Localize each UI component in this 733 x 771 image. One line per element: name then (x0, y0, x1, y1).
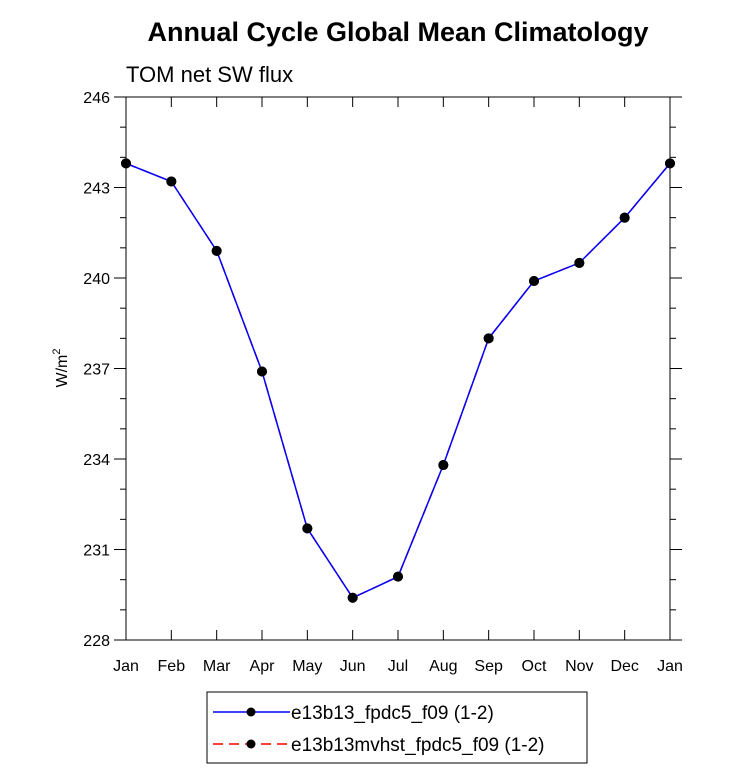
y-tick-label: 228 (83, 633, 110, 650)
legend-marker-series-2 (246, 739, 256, 749)
legend-label-series-2: e13b13mvhst_fpdc5_f09 (1-2) (291, 735, 545, 756)
x-tick-label: Oct (522, 658, 547, 675)
y-tick-label: 237 (83, 362, 110, 379)
x-tick-label: Jan (113, 658, 139, 675)
y-tick-label: 246 (83, 90, 110, 107)
axis-ticks: Jan Feb Mar Apr May Jun Jul Aug Sep Oct Nov Dec Jan2… (83, 90, 683, 675)
series-2-point (211, 245, 222, 256)
x-tick-label: Dec (610, 658, 638, 675)
x-tick-label: Nov (565, 658, 593, 675)
series-2-point (529, 276, 539, 287)
plot-series (121, 158, 675, 603)
x-tick-label: Feb (158, 658, 186, 675)
series-2-point (619, 212, 630, 223)
legend-label-series-1: e13b13_fpdc5_f09 (1-2) (291, 703, 494, 724)
y-tick-label: 240 (83, 271, 110, 288)
x-tick-label: Aug (429, 658, 457, 675)
y-axis-label: W/m2 (51, 349, 71, 388)
y-axis-label-superscript: 2 (51, 349, 63, 355)
plot-frame (125, 96, 671, 641)
x-tick-label: Jun (340, 658, 366, 675)
series-2-point (166, 176, 177, 187)
chart-title: Annual Cycle Global Mean Climatology (147, 17, 648, 47)
series-2-point (574, 257, 585, 268)
legend: e13b13_fpdc5_f09 (1-2) e13b13mvhst_fpdc5… (206, 691, 588, 764)
chart-subtitle: TOM net SW flux (126, 62, 293, 87)
x-tick-label: Jan (657, 658, 683, 675)
series-2-point (438, 460, 449, 471)
legend-box (206, 691, 588, 764)
y-axis-label-unit: W/m (54, 355, 71, 388)
legend-marker-series-1 (246, 707, 256, 717)
y-tick-label: 231 (83, 543, 110, 560)
x-tick-label: Jul (388, 658, 408, 675)
series-2-point (347, 592, 358, 603)
series-2-point (257, 366, 267, 377)
x-tick-label: Apr (250, 658, 276, 675)
series-2-point (302, 523, 313, 534)
y-tick-label: 234 (83, 452, 110, 469)
x-tick-label: May (292, 658, 322, 675)
y-tick-label: 243 (83, 181, 110, 198)
series-2-point (393, 571, 403, 582)
x-tick-label: Mar (203, 658, 231, 675)
x-tick-label: Sep (474, 658, 503, 675)
series-2-point (483, 333, 494, 344)
